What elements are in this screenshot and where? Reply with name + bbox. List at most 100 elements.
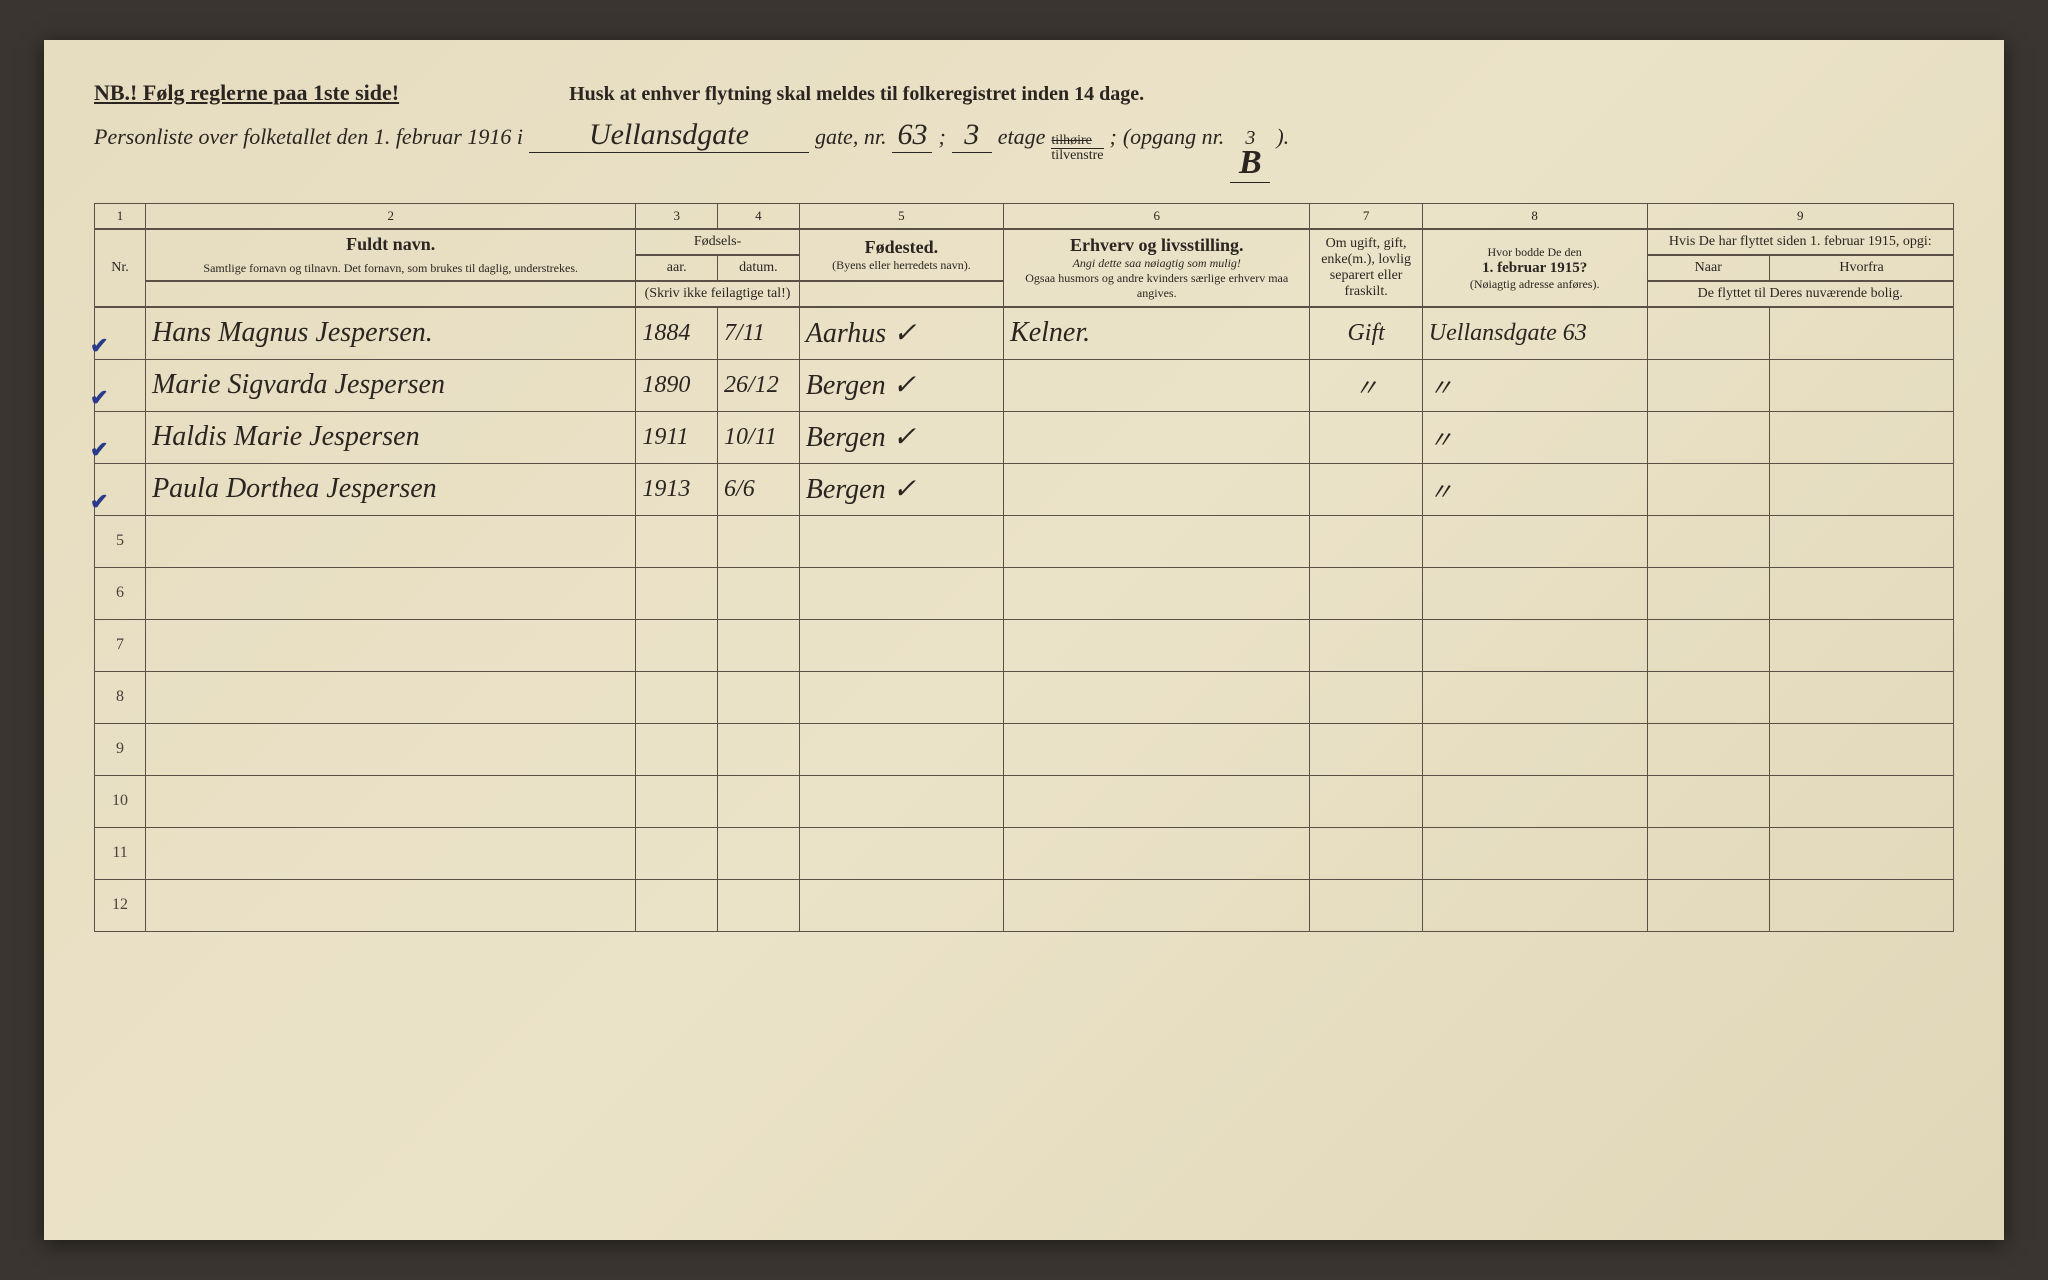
etage-label: etage	[998, 124, 1046, 150]
cell-empty	[636, 619, 718, 671]
cell-occupation	[1004, 411, 1310, 463]
row-number: 8	[95, 671, 146, 723]
cell-date: 7/11	[718, 307, 800, 359]
th-hvor1915b: 1. februar 1915?	[1429, 260, 1641, 277]
cell-empty	[1422, 671, 1647, 723]
cell-empty	[799, 567, 1003, 619]
row-number: ✔	[95, 307, 146, 359]
cell-empty	[636, 827, 718, 879]
cell-civil: Gift	[1310, 307, 1422, 359]
cell-year: 1884	[636, 307, 718, 359]
census-form-page: NB.! Følg reglerne paa 1ste side! Husk a…	[44, 40, 2004, 1240]
cell-empty	[636, 515, 718, 567]
cell-empty	[1310, 879, 1422, 931]
cell-empty	[1770, 671, 1954, 723]
cell-date: 26/12	[718, 359, 800, 411]
table-row: ✔Haldis Marie Jespersen191110/11Bergen ✓…	[95, 411, 1954, 463]
row-number: ✔	[95, 359, 146, 411]
cell-naar	[1647, 463, 1770, 515]
cell-hvorfra	[1770, 463, 1954, 515]
cell-year: 1913	[636, 463, 718, 515]
coln-1: 1	[95, 204, 146, 230]
cell-empty	[146, 515, 636, 567]
cell-hvorfra	[1770, 359, 1954, 411]
cell-empty	[799, 879, 1003, 931]
th-erhverv-note2: Ogsaa husmors og andre kvinders særlige …	[1010, 271, 1303, 301]
cell-name: Hans Magnus Jespersen.	[146, 307, 636, 359]
header-line-2: Personliste over folketallet den 1. febr…	[94, 118, 1954, 183]
header-line-1: NB.! Følg reglerne paa 1ste side! Husk a…	[94, 80, 1954, 106]
side-fraction: tilhøire tilvenstre	[1051, 134, 1103, 163]
th-aar: aar.	[636, 255, 718, 281]
census-table: 1 2 3 4 5 6 7 8 9 Nr. Fuldt navn. Samtli…	[94, 203, 1954, 932]
cell-empty	[799, 723, 1003, 775]
cell-empty	[1647, 671, 1770, 723]
census-tbody: ✔Hans Magnus Jespersen.18847/11Aarhus ✓K…	[95, 307, 1954, 931]
table-row-empty: 10	[95, 775, 1954, 827]
table-row-empty: 11	[95, 827, 1954, 879]
cell-empty	[1310, 619, 1422, 671]
etage-value: 3	[952, 118, 992, 153]
cell-empty	[1310, 671, 1422, 723]
cell-empty	[146, 775, 636, 827]
cell-empty	[1310, 515, 1422, 567]
cell-empty	[1422, 775, 1647, 827]
cell-name: Paula Dorthea Jespersen	[146, 463, 636, 515]
cell-empty	[799, 827, 1003, 879]
th-hvorfra: Hvorfra	[1770, 255, 1954, 281]
cell-place: Aarhus ✓	[799, 307, 1003, 359]
cell-empty	[146, 671, 636, 723]
cell-place: Bergen ✓	[799, 359, 1003, 411]
semicolon2: ;	[1110, 124, 1117, 150]
cell-empty	[636, 879, 718, 931]
cell-occupation: Kelner.	[1004, 307, 1310, 359]
cell-empty	[1647, 879, 1770, 931]
cell-civil	[1310, 411, 1422, 463]
cell-empty	[799, 515, 1003, 567]
cell-empty	[718, 515, 800, 567]
th-fodested-note: (Byens eller herredets navn).	[806, 258, 997, 273]
cell-empty	[1770, 619, 1954, 671]
table-row-empty: 5	[95, 515, 1954, 567]
cell-empty	[799, 671, 1003, 723]
cell-civil	[1310, 463, 1422, 515]
tilvenstre: tilvenstre	[1051, 149, 1103, 163]
th-erhverv-title: Erhverv og livsstilling.	[1010, 235, 1303, 256]
th-fodested: Fødested. (Byens eller herredets navn).	[799, 229, 1003, 281]
header-row-1: Nr. Fuldt navn. Samtlige fornavn og tiln…	[95, 229, 1954, 255]
coln-8: 8	[1422, 204, 1647, 230]
th-naar: Naar	[1647, 255, 1770, 281]
cell-empty	[1422, 619, 1647, 671]
cell-hvorfra	[1770, 411, 1954, 463]
cell-name: Marie Sigvarda Jespersen	[146, 359, 636, 411]
column-number-row: 1 2 3 4 5 6 7 8 9	[95, 204, 1954, 230]
coln-5: 5	[799, 204, 1003, 230]
cell-empty	[146, 567, 636, 619]
th-flyttet-note: De flyttet til Deres nuværende bolig.	[1647, 281, 1954, 307]
th-fodsels: Fødsels-	[636, 229, 799, 255]
cell-empty	[1004, 775, 1310, 827]
th-fodsels-note: (Skriv ikke feilagtige tal!)	[636, 281, 799, 307]
gate-number: 63	[892, 118, 932, 153]
row-number: 12	[95, 879, 146, 931]
table-row-empty: 8	[95, 671, 1954, 723]
cell-empty	[146, 723, 636, 775]
cell-empty	[636, 567, 718, 619]
checkmark-icon: ✔	[90, 489, 108, 515]
cell-empty	[1422, 723, 1647, 775]
cell-civil: 〃	[1310, 359, 1422, 411]
th-navn-title: Fuldt navn.	[152, 234, 629, 255]
th-fodested-title: Fødested.	[806, 237, 997, 258]
th-erhverv: Erhverv og livsstilling. Angi dette saa …	[1004, 229, 1310, 307]
th-civil: Om ugift, gift, enke(m.), lovlig separer…	[1310, 229, 1422, 307]
th-datum: datum.	[718, 255, 800, 281]
cell-empty	[1647, 827, 1770, 879]
cell-empty	[1004, 515, 1310, 567]
coln-7: 7	[1310, 204, 1422, 230]
cell-occupation	[1004, 359, 1310, 411]
cell-empty	[1310, 567, 1422, 619]
cell-empty	[636, 775, 718, 827]
checkmark-icon: ✔	[90, 437, 108, 463]
cell-empty	[1422, 827, 1647, 879]
cell-empty	[799, 619, 1003, 671]
